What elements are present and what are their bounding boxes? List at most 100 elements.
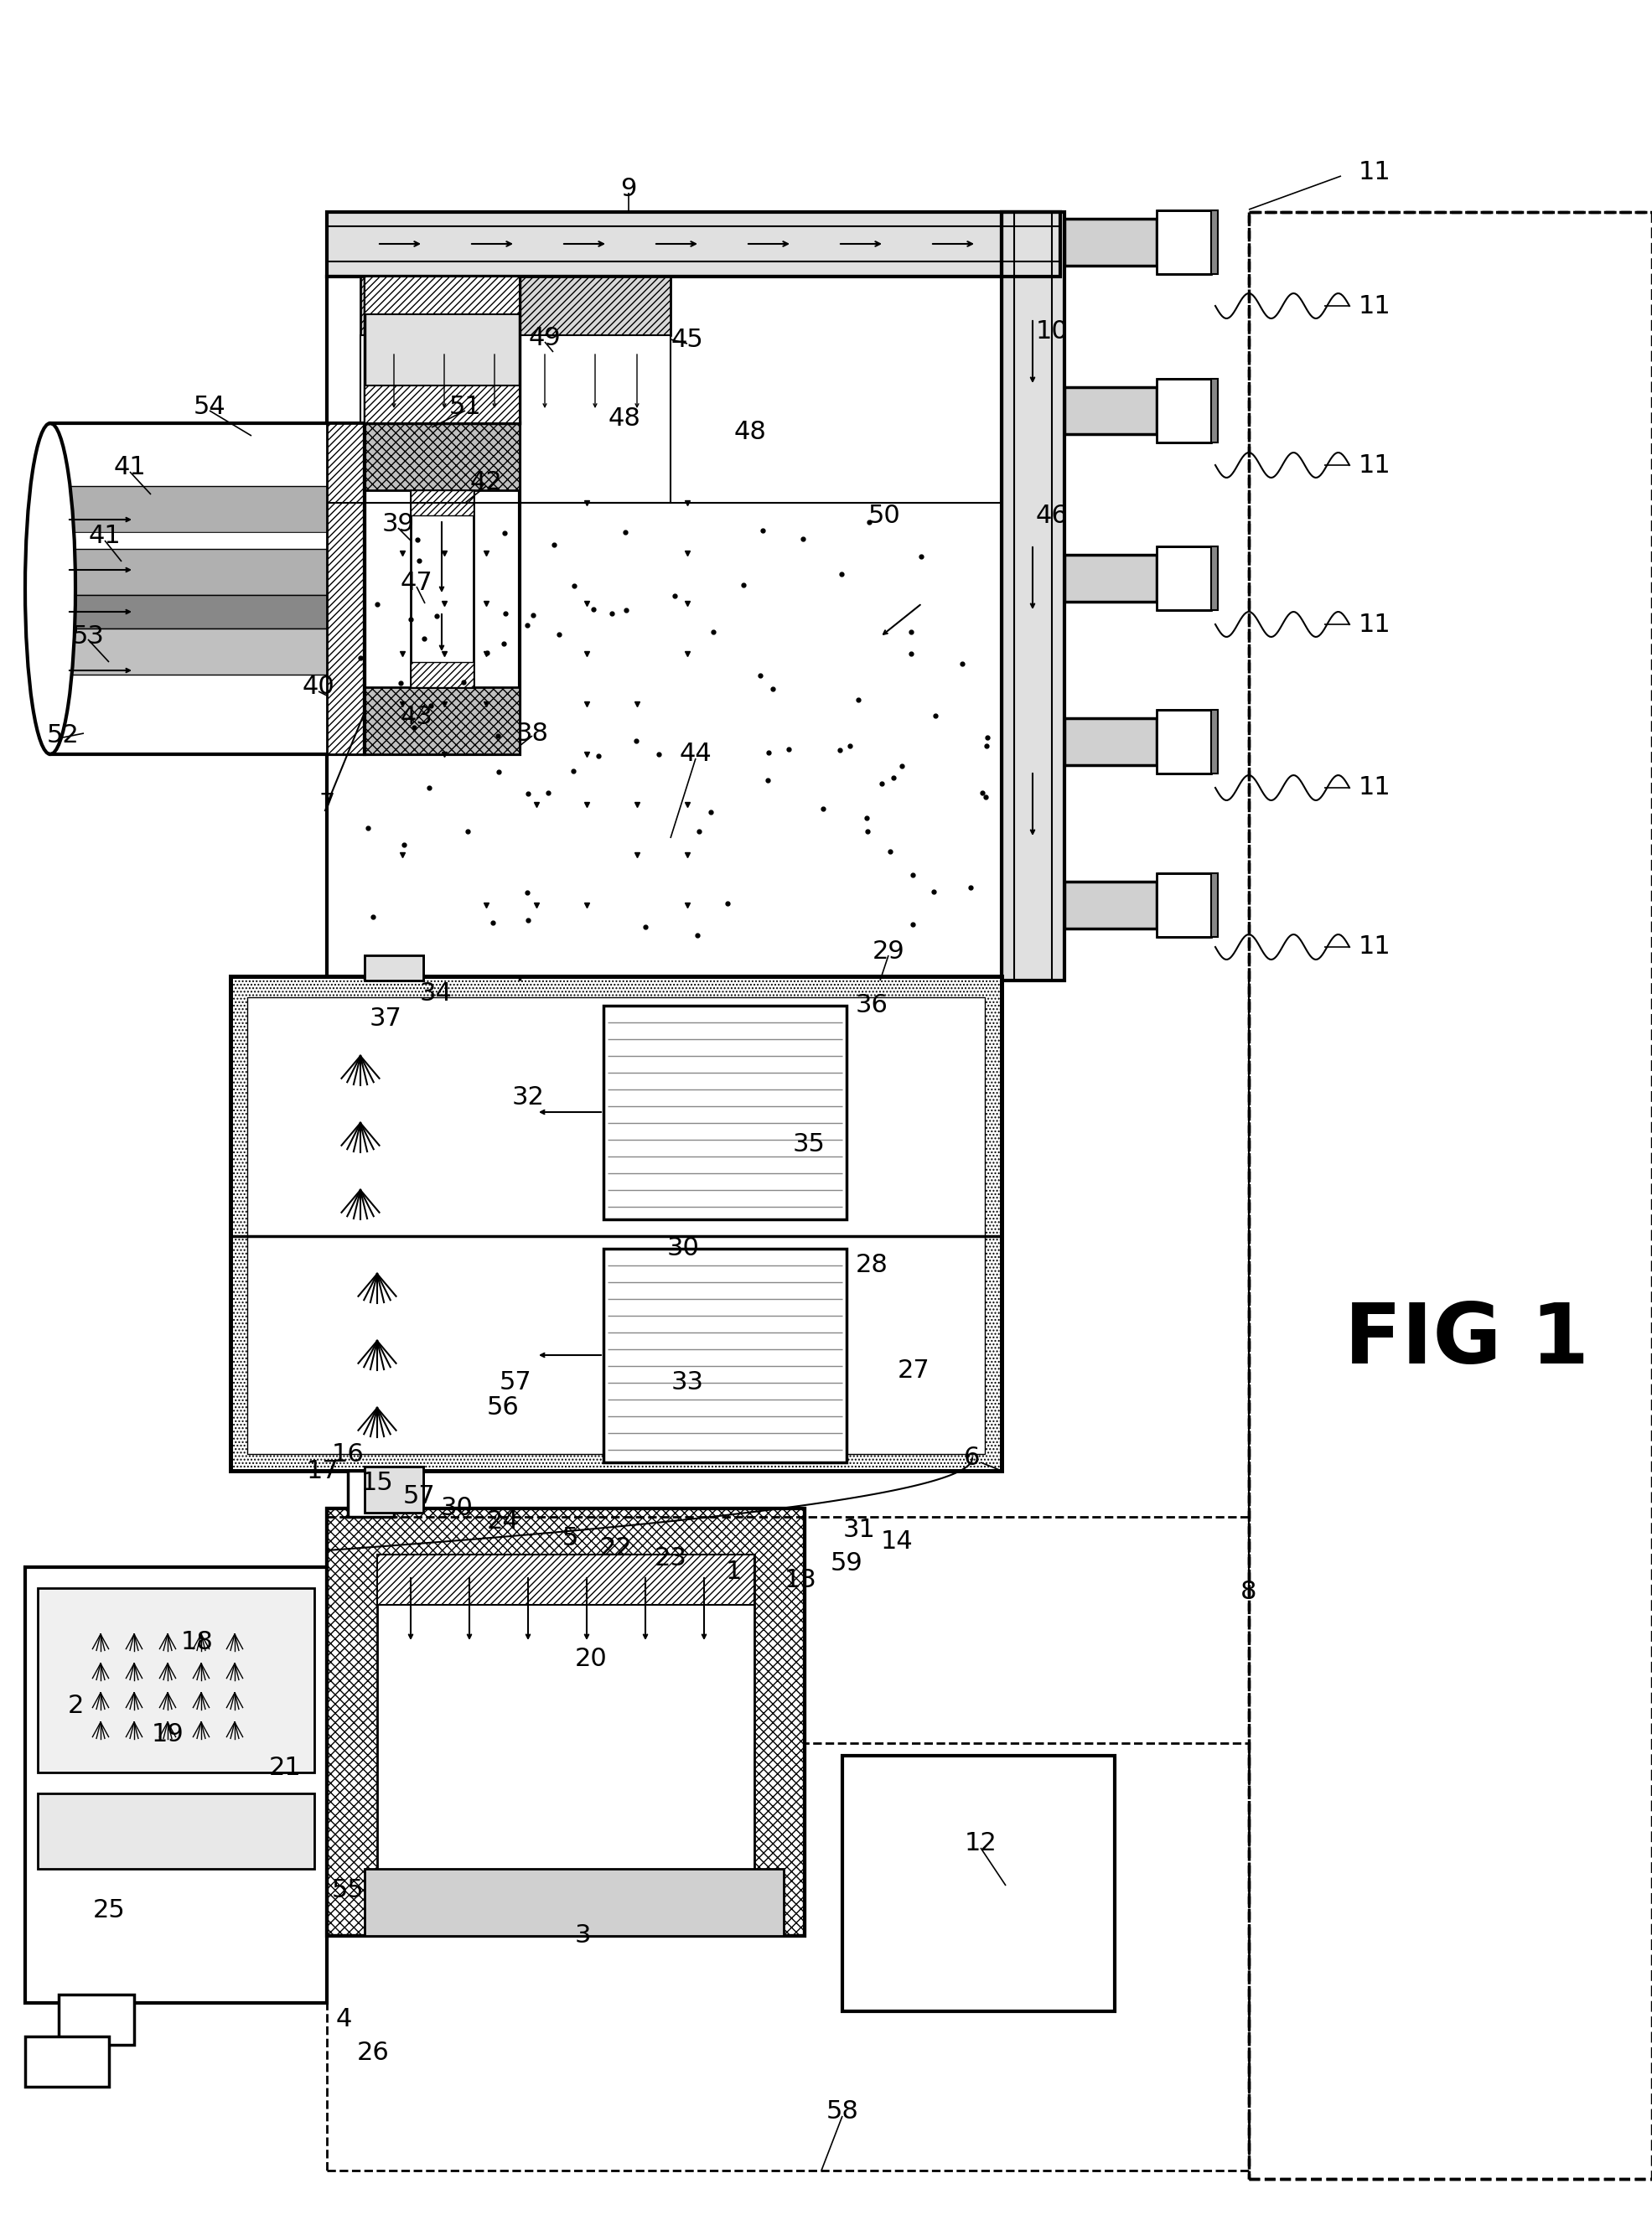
Text: 35: 35 [793,1133,824,1157]
Bar [1211,872,1218,937]
Bar [1156,710,1211,774]
Bar [1064,218,1156,265]
Bar [843,1756,1115,2011]
Bar [1249,211,1652,2178]
Text: 19: 19 [152,1722,183,1747]
Text: 4: 4 [335,2007,352,2031]
Bar [365,955,423,981]
Bar [41,532,335,550]
Text: 53: 53 [71,625,104,650]
Text: 25: 25 [93,1898,126,1922]
Bar [365,1869,783,1936]
Bar [1064,719,1156,765]
Text: 8: 8 [1241,1580,1257,1604]
Bar [41,550,335,594]
Bar [1211,211,1218,274]
Text: 44: 44 [679,743,712,765]
Text: 50: 50 [867,503,900,527]
Text: 13: 13 [785,1569,816,1591]
Text: 39: 39 [382,512,415,536]
Text: 43: 43 [400,705,433,728]
Text: 26: 26 [357,2040,390,2065]
Text: 33: 33 [671,1371,704,1395]
Text: 37: 37 [370,1006,401,1030]
Bar [1064,881,1156,928]
Text: 40: 40 [302,674,335,699]
Text: 23: 23 [654,1546,687,1571]
Text: 11: 11 [1358,612,1391,636]
Text: 16: 16 [332,1442,363,1466]
Bar [377,1555,755,1604]
Bar [365,276,520,314]
Bar [1211,378,1218,443]
Bar [248,997,985,1453]
Text: 2: 2 [68,1693,84,1718]
Bar [365,688,520,754]
Text: 15: 15 [360,1471,393,1495]
Bar [25,1566,327,2002]
Text: 21: 21 [269,1756,301,1780]
Bar [231,977,1001,1471]
Text: 28: 28 [856,1253,889,1277]
Bar [1064,554,1156,601]
Text: 57: 57 [499,1371,532,1395]
Text: 56: 56 [487,1395,519,1420]
Bar [1001,211,1064,981]
Bar [1001,211,1061,276]
Bar [38,1793,314,1869]
Bar [1064,387,1156,434]
Bar [360,276,671,336]
Text: 9: 9 [621,176,636,200]
Text: 1: 1 [725,1560,742,1584]
Text: 27: 27 [897,1357,930,1382]
Bar [50,423,365,754]
Text: 10: 10 [1036,318,1069,343]
Text: 11: 11 [1358,454,1391,478]
Bar [365,1466,423,1517]
Bar [365,276,520,423]
Text: 46: 46 [1036,503,1069,527]
Bar [360,336,671,503]
Bar [365,955,423,981]
Text: 11: 11 [1358,777,1391,801]
Bar [1156,872,1211,937]
Text: 32: 32 [512,1086,544,1110]
Bar [1156,547,1211,610]
Text: 11: 11 [1358,160,1391,185]
Text: 30: 30 [667,1237,699,1262]
Bar [327,1509,805,1936]
Text: 58: 58 [826,2100,859,2125]
Bar [1211,710,1218,774]
Text: 59: 59 [831,1551,862,1575]
Text: 11: 11 [1358,294,1391,318]
Bar [59,1994,134,2045]
Text: 48: 48 [608,407,641,432]
Bar [41,485,335,532]
Text: 54: 54 [193,394,226,418]
Bar [1156,211,1211,274]
Bar [327,423,365,754]
Text: 57: 57 [403,1484,436,1509]
Ellipse shape [26,425,74,752]
Text: 42: 42 [469,469,502,494]
Bar [327,211,1061,276]
Text: 47: 47 [400,570,433,594]
Text: 11: 11 [1358,934,1391,959]
Text: 48: 48 [733,421,767,443]
Text: 41: 41 [114,456,145,481]
Text: 45: 45 [671,327,704,352]
Text: 5: 5 [562,1526,578,1551]
Bar [411,490,474,516]
Bar [377,1555,755,1907]
Bar [327,1742,1249,2172]
Bar [349,1471,393,1517]
Text: 38: 38 [515,721,548,745]
Bar [41,627,335,674]
Bar [365,423,520,754]
Bar [365,1466,423,1513]
Bar [25,2036,109,2087]
Text: 14: 14 [881,1531,914,1553]
Text: 7: 7 [319,792,335,817]
Text: 20: 20 [575,1646,608,1671]
Text: 12: 12 [965,1831,996,1856]
